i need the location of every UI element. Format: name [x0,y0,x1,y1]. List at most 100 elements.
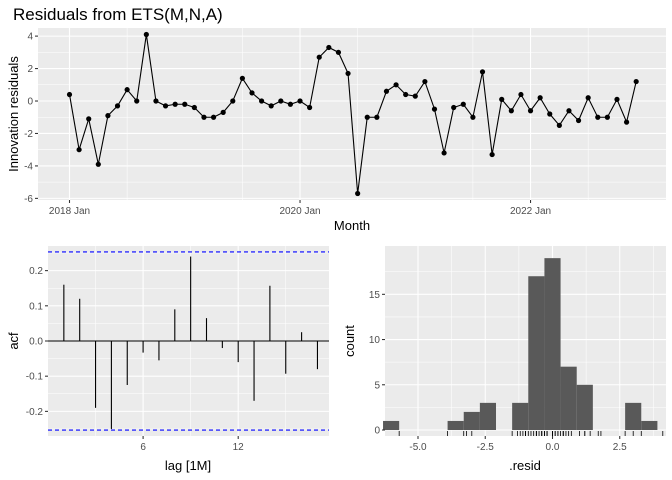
residual-point [383,88,390,94]
histogram-bar [463,411,480,430]
chart-title: Residuals from ETS(M,N,A) [13,5,223,24]
residual-point [518,91,524,98]
top-y-tick-label: 2 [27,64,33,75]
residual-point [595,114,601,120]
histogram-x-tick-label: -2.5 [477,442,495,453]
residual-point [287,101,294,107]
residual-point [86,116,92,122]
histogram-bar [560,366,577,430]
residual-point [239,75,245,81]
histogram-x-axis-title: .resid [509,458,541,473]
top-y-tick-label: -2 [24,129,33,140]
residual-point [182,101,188,107]
acf-x-tick-label: 12 [233,442,245,453]
histogram-y-tick-label: 15 [369,290,381,301]
residual-point [326,44,332,51]
residual-point [191,104,197,111]
acf-y-tick-label: 0.0 [29,337,43,348]
residual-point [210,114,217,120]
residual-point [508,108,514,114]
residual-point [105,113,111,119]
acf-y-tick-label: 0.2 [29,266,43,277]
histogram-bar [447,420,464,430]
residual-point [143,31,149,38]
acf-y-tick-label: -0.1 [26,372,44,383]
residual-point [172,101,178,107]
top-y-tick-label: 0 [27,97,33,108]
residual-point [220,109,226,115]
residual-point [412,93,418,99]
histogram-bar [625,402,642,430]
histogram-panel: 0 5 10 15 -5.0 -2.5 0.0 2.5 [369,246,666,453]
residual-point [422,78,428,85]
histogram-x-tick-label: 2.5 [613,442,627,453]
residual-point [259,98,265,104]
histogram-bar [512,402,529,430]
histogram-bar [544,258,561,430]
residual-point [489,151,495,158]
histogram-bar [383,420,400,430]
residual-point [403,91,409,98]
residual-point [153,98,159,104]
residual-point [76,147,82,153]
residual-point [364,114,370,120]
residual-point [124,87,130,93]
top-y-tick-label: -4 [24,161,33,172]
residual-point [345,70,351,77]
residual-point [297,98,303,104]
residual-point [335,49,342,55]
histogram-y-axis-title: count [342,325,357,357]
residual-point [460,101,466,107]
residual-point [614,96,620,102]
residual-point [393,82,399,88]
residual-point [575,117,582,124]
residual-point [268,103,274,109]
histogram-bar [528,276,545,430]
residual-line-panel: -6 -4 -2 0 2 4 2018 Jan 2020 Jan 2022 Jan [24,28,666,217]
residual-point [470,114,476,120]
residual-point [201,114,207,120]
residual-point [114,103,121,109]
residual-point [566,108,572,114]
residual-point [355,190,361,197]
residual-point [547,111,553,117]
residual-point [95,161,101,167]
residual-point [374,114,380,120]
residual-point [316,54,322,60]
residual-point [66,91,73,98]
residual-point [604,114,610,120]
acf-y-tick-label: -0.2 [26,407,44,418]
residual-point [499,96,505,102]
residual-point [623,119,630,125]
top-y-tick-label: -6 [24,194,33,205]
residual-point [278,98,284,104]
residual-point [441,150,447,156]
residual-point [307,104,313,111]
residual-point [585,95,591,101]
residual-point [633,78,639,85]
top-x-tick-label: 2020 Jan [279,206,320,217]
top-x-axis-title: Month [334,218,370,233]
residual-point [134,98,140,104]
histogram-y-tick-label: 10 [369,335,381,346]
residual-point [527,108,534,114]
residual-point [230,98,236,104]
acf-y-axis-title: acf [6,332,21,350]
acf-x-axis-title: lag [1M] [165,458,211,473]
histogram-bar [479,402,497,430]
residual-point [556,122,562,128]
histogram-y-tick-label: 0 [374,426,380,437]
residual-point [431,106,438,112]
histogram-x-tick-label: -5.0 [409,442,427,453]
acf-x-tick-label: 6 [140,442,146,453]
top-y-tick-label: 4 [27,32,33,43]
top-y-axis-title: Innovation residuals [6,56,21,172]
top-x-tick-label: 2018 Jan [49,206,90,217]
histogram-y-tick-label: 5 [374,380,380,391]
top-x-tick-label: 2022 Jan [510,206,551,217]
histogram-x-tick-label: 0.0 [546,442,560,453]
histogram-bar [641,420,658,430]
residual-point [249,90,255,96]
acf-y-tick-label: 0.1 [29,301,43,312]
